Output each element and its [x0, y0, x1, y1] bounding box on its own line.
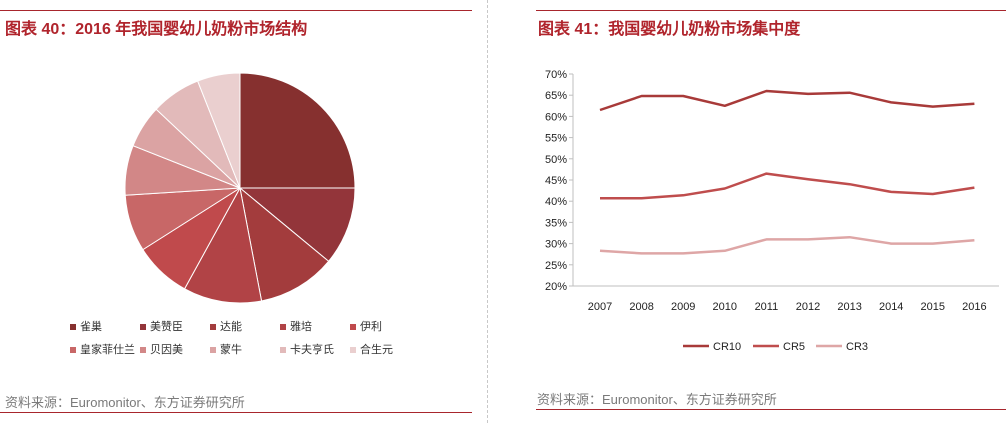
- y-tick-label: 70%: [545, 69, 567, 81]
- series-line-cr3: [599, 235, 975, 255]
- pie-slice-3: [183, 186, 263, 304]
- x-tick-label: 2007: [588, 301, 612, 313]
- y-tick-label: 25%: [545, 260, 567, 272]
- y-tick-label: 65%: [545, 90, 567, 102]
- x-tick-label: 2011: [755, 301, 779, 313]
- pie-figure-title: 图表 40：2016 年我国婴幼儿奶粉市场结构: [5, 21, 308, 38]
- legend-swatch-3: [280, 324, 286, 330]
- legend-swatch-9: [350, 347, 356, 353]
- x-tick-label: 2008: [629, 301, 653, 313]
- line-source-note: 资料来源：Euromonitor、东方证券研究所: [537, 392, 777, 407]
- legend-swatch-0: [70, 324, 76, 330]
- y-tick-label: 50%: [545, 154, 567, 166]
- legend-label-5: 皇家菲仕兰: [80, 342, 135, 356]
- pie-source-note: 资料来源：Euromonitor、东方证券研究所: [5, 395, 245, 410]
- legend-label-cr3: CR3: [846, 341, 868, 353]
- legend-swatch-7: [210, 347, 216, 353]
- series-line-cr5: [600, 172, 975, 200]
- legend-label-9: 合生元: [360, 342, 393, 356]
- bottom-rule: [536, 409, 1006, 410]
- legend-swatch-1: [140, 324, 146, 330]
- legend-label-8: 卡夫亨氏: [290, 342, 334, 356]
- line-chart: 20% 25% 30% 35% 40% 45% 50% 55% 60% 65% 70% 2007 200…: [545, 69, 999, 353]
- pie-slice-9: [197, 72, 241, 189]
- legend-swatch-2: [210, 324, 216, 330]
- legend-label-7: 蒙牛: [220, 342, 242, 356]
- bottom-rule: [0, 412, 472, 413]
- x-tick-label: 2010: [713, 301, 737, 313]
- legend-swatch-8: [280, 347, 286, 353]
- line-figure-title: 图表 41：我国婴幼儿奶粉市场集中度: [538, 21, 801, 38]
- legend-label-2: 达能: [220, 319, 242, 333]
- y-tick-label: 60%: [545, 111, 567, 123]
- legend-label-cr10: CR10: [713, 341, 741, 353]
- x-tick-label: 2014: [879, 301, 903, 313]
- x-tick-label: 2013: [837, 301, 861, 313]
- y-tick-label: 30%: [545, 239, 567, 251]
- series-line-cr10: [599, 89, 975, 112]
- x-tick-label: 2015: [921, 301, 945, 313]
- x-tick-label: 2009: [671, 301, 695, 313]
- legend-label-cr5: CR5: [783, 341, 805, 353]
- pie-slice-0: [239, 72, 356, 189]
- top-rule: [536, 10, 1006, 11]
- legend-label-3: 雅培: [290, 319, 312, 333]
- pie-slice-2: [239, 186, 330, 302]
- legend-swatch-4: [350, 324, 356, 330]
- x-tick-label: 2016: [962, 301, 986, 313]
- legend-label-0: 雀巢: [80, 320, 102, 333]
- y-tick-label: 35%: [545, 217, 567, 229]
- legend-swatch-5: [70, 347, 76, 353]
- legend-swatch-6: [140, 347, 146, 353]
- top-rule: [0, 10, 472, 11]
- x-tick-label: 2012: [796, 301, 820, 313]
- legend-label-6: 贝因美: [150, 343, 183, 356]
- right-figure-panel: 图表 41：我国婴幼儿奶粉市场集中度 20% 25% 30% 35% 40% 45% 50%…: [531, 0, 1007, 423]
- y-tick-label: 20%: [545, 281, 567, 293]
- left-figure-panel: 图表 40：2016 年我国婴幼儿奶粉市场结构 雀巢 美赞臣 达能 雅培 伊利皇家菲仕兰…: [0, 0, 478, 423]
- y-tick-label: 55%: [545, 133, 567, 145]
- legend-label-4: 伊利: [360, 320, 382, 333]
- y-tick-label: 40%: [545, 196, 567, 208]
- pie-slice-1: [238, 187, 356, 263]
- panel-divider: [487, 0, 488, 423]
- legend-label-1: 美赞臣: [150, 320, 183, 333]
- y-tick-label: 45%: [545, 175, 567, 187]
